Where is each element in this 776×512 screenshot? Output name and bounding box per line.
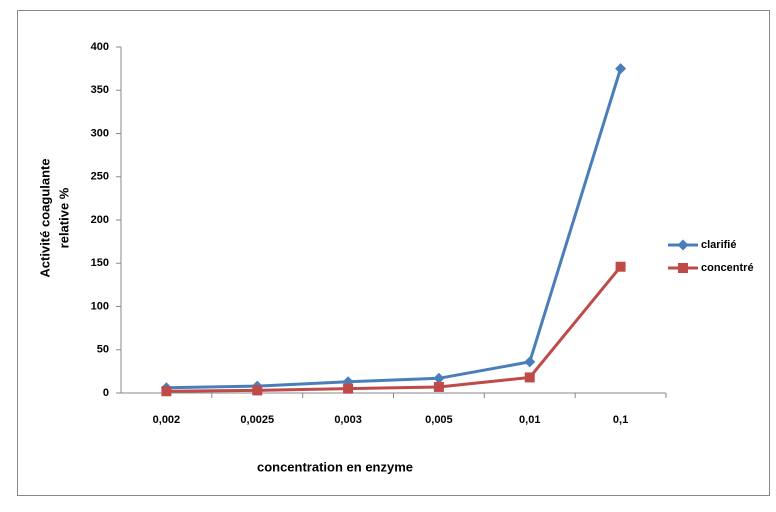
y-axis-title: Activité coagulante bbox=[37, 158, 52, 277]
marker bbox=[678, 263, 688, 273]
marker bbox=[343, 383, 354, 394]
x-tick-label: 0,1 bbox=[613, 414, 628, 426]
y-tick-label: 150 bbox=[91, 257, 109, 269]
legend-label: clarifié bbox=[701, 239, 736, 251]
x-tick-label: 0,005 bbox=[425, 414, 453, 426]
y-tick-label: 200 bbox=[91, 214, 109, 226]
x-tick-label: 0,01 bbox=[519, 414, 540, 426]
y-tick-label: 350 bbox=[91, 84, 109, 96]
y-tick-label: 250 bbox=[91, 171, 109, 183]
marker bbox=[524, 372, 535, 383]
x-tick-label: 0,002 bbox=[153, 414, 181, 426]
marker bbox=[677, 239, 689, 251]
x-axis-title: concentration en enzyme bbox=[257, 459, 413, 474]
y-tick-label: 400 bbox=[91, 41, 109, 53]
marker bbox=[615, 261, 626, 272]
y-axis-title: relative % bbox=[56, 187, 71, 248]
series-line bbox=[166, 68, 623, 390]
marker bbox=[524, 356, 536, 368]
x-tick-label: 0,0025 bbox=[240, 414, 274, 426]
y-tick-label: 300 bbox=[91, 127, 109, 139]
marker bbox=[161, 386, 172, 397]
marker bbox=[615, 63, 627, 75]
y-tick-label: 50 bbox=[97, 344, 109, 356]
marker bbox=[433, 381, 444, 392]
legend-label: concentré bbox=[701, 262, 754, 274]
y-tick-label: 100 bbox=[91, 300, 109, 312]
chart-frame bbox=[17, 10, 770, 496]
series-line bbox=[166, 265, 622, 393]
y-tick-label: 0 bbox=[103, 387, 109, 399]
marker bbox=[433, 372, 445, 384]
marker bbox=[252, 385, 263, 396]
x-tick-label: 0,003 bbox=[334, 414, 362, 426]
